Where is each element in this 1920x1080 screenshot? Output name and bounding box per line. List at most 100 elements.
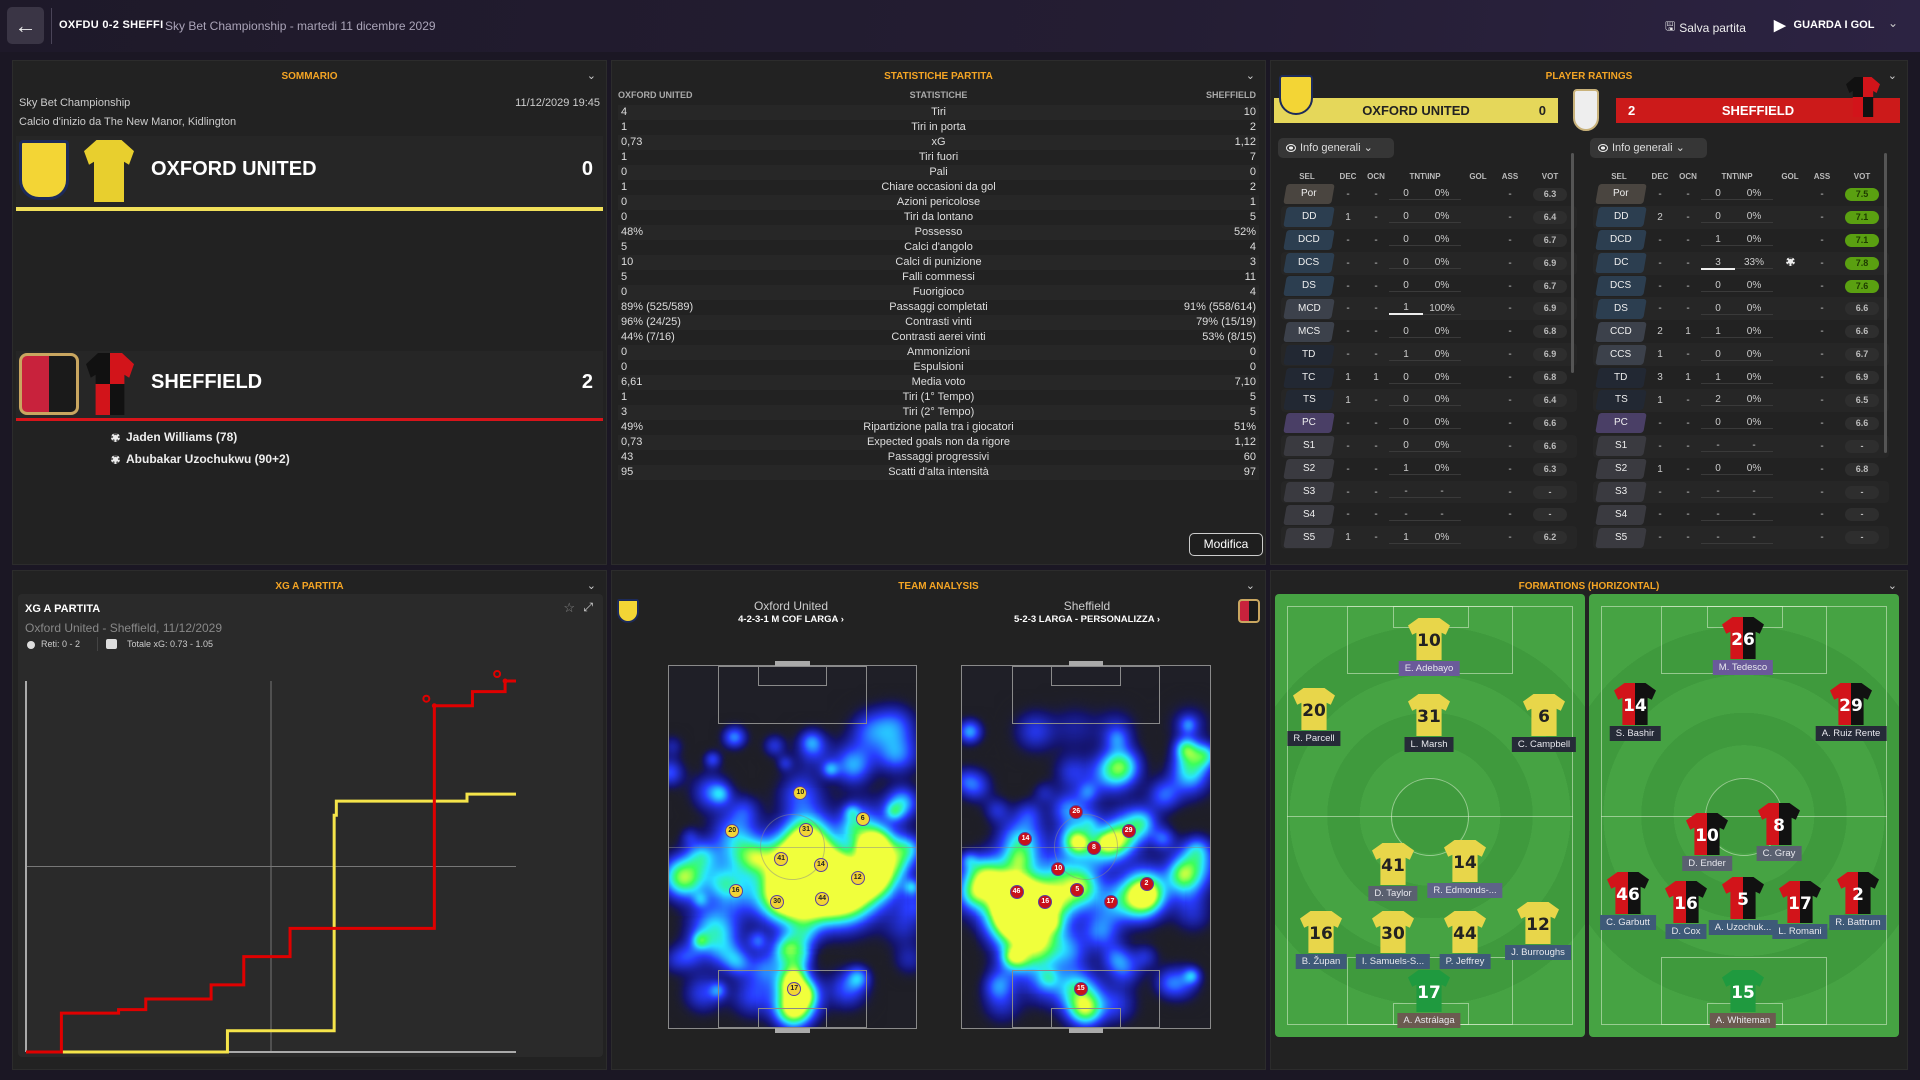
player-dot[interactable]: 17 [787, 981, 802, 996]
player-name-label[interactable]: D. Ender [1682, 856, 1732, 871]
player-name-label[interactable]: E. Adebayo [1398, 661, 1460, 676]
player-name-label[interactable]: A. Uzochuk... [1708, 920, 1778, 935]
column-header[interactable]: GOL [1469, 171, 1487, 181]
player-dot[interactable]: 17 [1103, 895, 1118, 910]
player-dot[interactable]: 26 [1069, 805, 1084, 820]
player-dot[interactable]: 41 [774, 852, 789, 867]
column-header[interactable]: SEL [1299, 171, 1315, 181]
column-header[interactable]: SEL [1611, 171, 1627, 181]
player-rating-row[interactable]: PC - -0 0% -6.6 [1593, 412, 1889, 435]
player-rating-row[interactable]: DCD - -0 0% -6.7 [1281, 229, 1577, 252]
player-name-label[interactable]: L. Marsh [1404, 737, 1454, 752]
player-rating-row[interactable]: S2 1-0 0% -6.8 [1593, 458, 1889, 481]
save-match-button[interactable]: 🖫 Salva partita [1665, 17, 1746, 38]
player-dot[interactable]: 8 [1086, 841, 1101, 856]
player-name-label[interactable]: R. Parcell [1287, 731, 1341, 746]
chevron-down-icon[interactable]: ⌄ [1887, 70, 1897, 82]
player-name-label[interactable]: C. Garbutt [1600, 915, 1656, 930]
home-team-row[interactable]: OXFORD UNITED 0 [16, 136, 603, 211]
player-dot[interactable]: 30 [770, 894, 785, 909]
player-dot[interactable]: 20 [725, 823, 740, 838]
player-rating-row[interactable]: MCS - -0 0% -6.8 [1281, 320, 1577, 343]
player-rating-row[interactable]: Por - -0 0% -6.3 [1281, 183, 1577, 206]
edit-button[interactable]: Modifica [1189, 533, 1263, 556]
player-dot[interactable]: 14 [813, 857, 828, 872]
player-rating-row[interactable]: DC - -3 33% -7.8 [1593, 251, 1889, 275]
player-dot[interactable]: 31 [799, 822, 814, 837]
player-dot[interactable]: 46 [1009, 885, 1024, 900]
player-name-label[interactable]: A. Astrálaga [1397, 1013, 1461, 1028]
player-dot[interactable]: 2 [1139, 876, 1154, 891]
player-dot[interactable]: 6 [855, 812, 870, 827]
home-formation-link[interactable]: 4-2-3-1 M COF LARGA › [738, 614, 844, 625]
player-rating-row[interactable]: S1- - - - - - [1593, 434, 1889, 458]
player-name-label[interactable]: C. Gray [1756, 846, 1802, 861]
player-rating-row[interactable]: TC 1 1 0 0% -6.8 [1281, 366, 1577, 389]
player-rating-row[interactable]: DCS - -0 0% -7.6 [1593, 275, 1889, 298]
player-rating-row[interactable]: S2- -1 0% -6.3 [1281, 458, 1577, 481]
player-name-label[interactable]: S. Bashir [1609, 726, 1661, 741]
column-header[interactable]: TNT\INP [1409, 171, 1441, 181]
player-rating-row[interactable]: TD 3 1 1 0% -6.9 [1593, 366, 1889, 389]
player-rating-row[interactable]: Por - -0 0% -7.5 [1593, 183, 1889, 206]
player-rating-row[interactable]: DD 1-0 0% -6.4 [1281, 205, 1577, 229]
chevron-down-icon[interactable]: ⌄ [586, 70, 596, 82]
expand-icon[interactable]: ⤢ [583, 600, 593, 614]
back-button[interactable]: ← [7, 7, 44, 44]
player-rating-row[interactable]: TS 1-0 0% -6.4 [1281, 389, 1577, 412]
column-header[interactable]: OCN [1679, 171, 1697, 181]
chevron-down-icon[interactable]: ⌄ [586, 580, 596, 592]
column-header[interactable]: DEC [1651, 171, 1669, 181]
column-header[interactable]: DEC [1339, 171, 1357, 181]
player-rating-row[interactable]: DD 2-0 0% -7.1 [1593, 205, 1889, 229]
player-rating-row[interactable]: S3- - - - - - [1593, 480, 1889, 504]
player-rating-row[interactable]: S3- - - - - - [1281, 480, 1577, 504]
player-rating-row[interactable]: DS - -0 0% -6.6 [1593, 297, 1889, 321]
player-name-label[interactable]: L. Romani [1772, 924, 1828, 939]
player-name-label[interactable]: J. Burroughs [1505, 945, 1571, 960]
player-name-label[interactable]: R. Battrum [1829, 915, 1887, 930]
player-name-label[interactable]: P. Jeffrey [1439, 954, 1491, 969]
player-name-label[interactable]: R. Edmonds-... [1427, 883, 1503, 898]
player-rating-row[interactable]: S4- - - - - - [1281, 503, 1577, 526]
watch-goals-button[interactable]: ▶ GUARDA I GOL [1774, 16, 1874, 34]
player-rating-row[interactable]: S5 1-1 0% -6.2 [1281, 526, 1577, 550]
player-dot[interactable]: 29 [1121, 824, 1136, 839]
player-rating-row[interactable]: MCD - -1 100% -6.9 [1281, 297, 1577, 321]
chevron-down-icon[interactable]: ⌄ [1887, 580, 1897, 592]
column-header[interactable]: VOT [1541, 171, 1559, 181]
player-name-label[interactable]: D. Taylor [1368, 886, 1418, 901]
player-name-label[interactable]: M. Tedesco [1712, 660, 1774, 675]
player-dot[interactable]: 10 [1051, 862, 1066, 877]
player-name-label[interactable]: A. Whiteman [1709, 1013, 1777, 1028]
star-icon[interactable]: ☆ [563, 600, 575, 615]
column-header[interactable]: ASS [1813, 171, 1831, 181]
player-rating-row[interactable]: TD - -1 0% -6.9 [1281, 343, 1577, 367]
scrollbar[interactable] [1571, 153, 1574, 373]
info-filter-dropdown-away[interactable]: Info generali ⌄ [1590, 138, 1707, 158]
player-rating-row[interactable]: CCD 2 1 1 0% -6.6 [1593, 320, 1889, 343]
chevron-down-icon[interactable]: ⌄ [1245, 580, 1255, 592]
player-name-label[interactable]: D. Cox [1665, 924, 1707, 939]
player-rating-row[interactable]: CCS 1-0 0% -6.7 [1593, 343, 1889, 367]
info-filter-dropdown-home[interactable]: Info generali ⌄ [1278, 138, 1394, 158]
player-rating-row[interactable]: DCS - -0 0% -6.9 [1281, 251, 1577, 275]
player-dot[interactable]: 10 [793, 786, 808, 801]
player-rating-row[interactable]: S4- - - - - - [1593, 503, 1889, 526]
player-dot[interactable]: 15 [1073, 981, 1088, 996]
column-header[interactable]: VOT [1853, 171, 1871, 181]
player-rating-row[interactable]: S5- - - - - - [1593, 526, 1889, 550]
column-header[interactable]: ASS [1501, 171, 1519, 181]
scrollbar[interactable] [1884, 153, 1887, 453]
player-dot[interactable]: 16 [1038, 895, 1053, 910]
player-rating-row[interactable]: DS - -0 0% -6.7 [1281, 275, 1577, 298]
player-dot[interactable]: 16 [728, 884, 743, 899]
chevron-down-icon[interactable]: ⌄ [1245, 70, 1255, 82]
away-team-row[interactable]: SHEFFIELD 2 [16, 351, 603, 421]
player-dot[interactable]: 5 [1070, 883, 1085, 898]
player-rating-row[interactable]: S1- -0 0% -6.6 [1281, 434, 1577, 458]
player-dot[interactable]: 14 [1018, 832, 1033, 847]
away-formation-link[interactable]: 5-2-3 LARGA - PERSONALIZZA › [1013, 614, 1161, 625]
player-dot[interactable]: 44 [815, 892, 830, 907]
column-header[interactable]: GOL [1781, 171, 1799, 181]
